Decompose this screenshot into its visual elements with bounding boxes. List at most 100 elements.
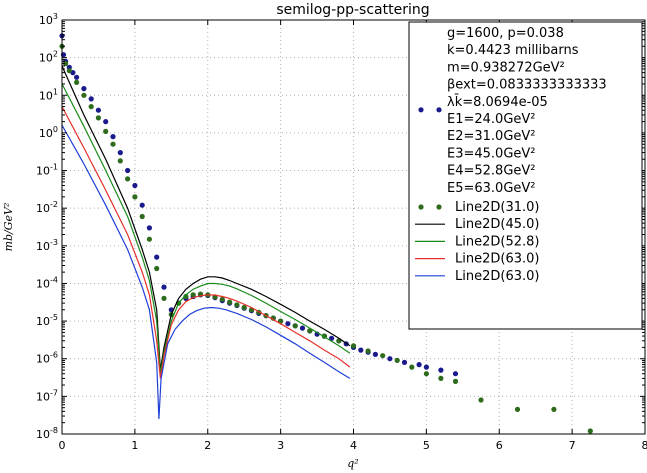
data-point: [587, 428, 593, 434]
y-tick-label: 103: [39, 12, 58, 27]
data-point: [307, 328, 313, 334]
data-point: [227, 299, 233, 305]
y-axis-ticks: 10-810-710-610-510-410-310-210-110010110…: [36, 12, 645, 441]
legend-marker: [436, 107, 442, 113]
x-axis-ticks: 0 1 2 3 4 5 6 7 8: [59, 20, 647, 452]
legend-marker: [418, 204, 424, 210]
data-point: [88, 96, 94, 102]
data-point: [154, 254, 160, 260]
legend: g=1600, p=0.038 k=0.4423 millibarns m=0.93…: [408, 21, 643, 330]
y-tick-exponent: 1: [53, 87, 58, 96]
data-point: [416, 362, 422, 368]
y-tick-label: 10-7: [36, 388, 58, 403]
x-tick-label: 4: [350, 439, 357, 452]
y-tick-label: 10-4: [36, 275, 58, 290]
legend-text-line: λk̄=8.0694e-05: [447, 94, 548, 109]
data-point: [372, 351, 378, 357]
data-point: [125, 167, 131, 174]
plot-series: [59, 33, 593, 434]
data-point: [387, 356, 393, 362]
data-point: [161, 295, 167, 301]
data-point: [292, 323, 298, 329]
data-point: [190, 292, 196, 298]
y-tick-exponent: -7: [50, 388, 58, 397]
legend-text-line: m=0.938272GeV²: [447, 60, 565, 75]
data-point: [63, 60, 69, 67]
y-tick-label: 10-2: [36, 200, 58, 215]
x-tick-label: 0: [59, 439, 66, 452]
chart-title: semilog-pp-scattering: [276, 2, 429, 18]
data-point: [438, 367, 444, 373]
y-tick-base: 10: [39, 14, 53, 27]
legend-text-line: E4=52.8GeV²: [447, 164, 536, 179]
x-tick-label: 2: [204, 439, 211, 452]
legend-series-label: Line2D(45.0): [455, 217, 539, 232]
data-point: [132, 194, 138, 200]
legend-series-label: Line2D(52.8): [455, 234, 539, 249]
data-point: [452, 371, 459, 377]
data-point: [146, 236, 152, 242]
legend-series-label: Line2D(63.0): [455, 252, 539, 267]
y-tick-base: 10: [39, 52, 53, 65]
legend-text-line: βext=0.0833333333333: [447, 78, 607, 93]
data-point: [95, 107, 101, 113]
legend-text-line: E3=45.0GeV²: [447, 146, 536, 161]
y-tick-label: 102: [39, 50, 58, 65]
y-tick-label: 101: [39, 87, 58, 102]
data-point: [299, 325, 306, 331]
series-1: [59, 43, 593, 434]
data-point: [146, 225, 152, 231]
y-axis-label: mb/GeV²: [2, 203, 15, 252]
data-point: [183, 293, 189, 300]
y-tick-base: 10: [36, 277, 50, 290]
data-point: [394, 357, 400, 363]
legend-marker: [418, 107, 424, 113]
data-point: [551, 406, 557, 412]
data-point: [285, 321, 291, 327]
data-point: [423, 364, 429, 370]
data-point: [358, 347, 364, 353]
data-point: [234, 302, 240, 308]
series-2: [61, 65, 351, 371]
data-point: [478, 397, 484, 403]
legend-series-label: Line2D(63.0): [455, 269, 539, 284]
data-point: [110, 134, 116, 140]
data-point: [401, 359, 408, 365]
y-tick-base: 10: [39, 127, 53, 140]
data-point: [154, 265, 160, 272]
y-tick-exponent: -2: [50, 200, 58, 209]
y-tick-label: 10-6: [36, 351, 58, 366]
y-tick-base: 10: [39, 89, 53, 102]
data-point: [74, 79, 80, 85]
x-tick-label: 5: [423, 439, 430, 452]
series-line: [61, 124, 351, 420]
y-tick-base: 10: [36, 202, 50, 215]
y-tick-base: 10: [36, 390, 50, 403]
legend-marker: [436, 204, 442, 210]
data-point: [139, 202, 145, 208]
data-point: [514, 406, 521, 412]
y-tick-label: 100: [39, 125, 58, 140]
x-axis-label: q²: [347, 457, 358, 470]
data-point: [103, 128, 109, 134]
series-4: [61, 106, 351, 379]
data-point: [438, 375, 444, 381]
y-tick-exponent: 2: [53, 50, 58, 59]
series-line: [61, 83, 351, 374]
data-point: [66, 68, 72, 74]
legend-text-line: E2=31.0GeV²: [447, 129, 536, 144]
y-tick-label: 10-3: [36, 238, 58, 253]
y-tick-exponent: -5: [50, 313, 58, 322]
x-tick-label: 6: [496, 439, 503, 452]
y-tick-exponent: -3: [50, 238, 58, 247]
data-point: [380, 353, 386, 359]
y-tick-exponent: -8: [50, 426, 58, 435]
data-point: [110, 141, 116, 147]
data-point: [103, 119, 109, 125]
data-point: [81, 92, 87, 98]
y-tick-base: 10: [36, 428, 50, 441]
data-point: [88, 104, 94, 110]
legend-box: [408, 21, 643, 330]
legend-text-line: k=0.4423 millibarns: [447, 43, 579, 58]
